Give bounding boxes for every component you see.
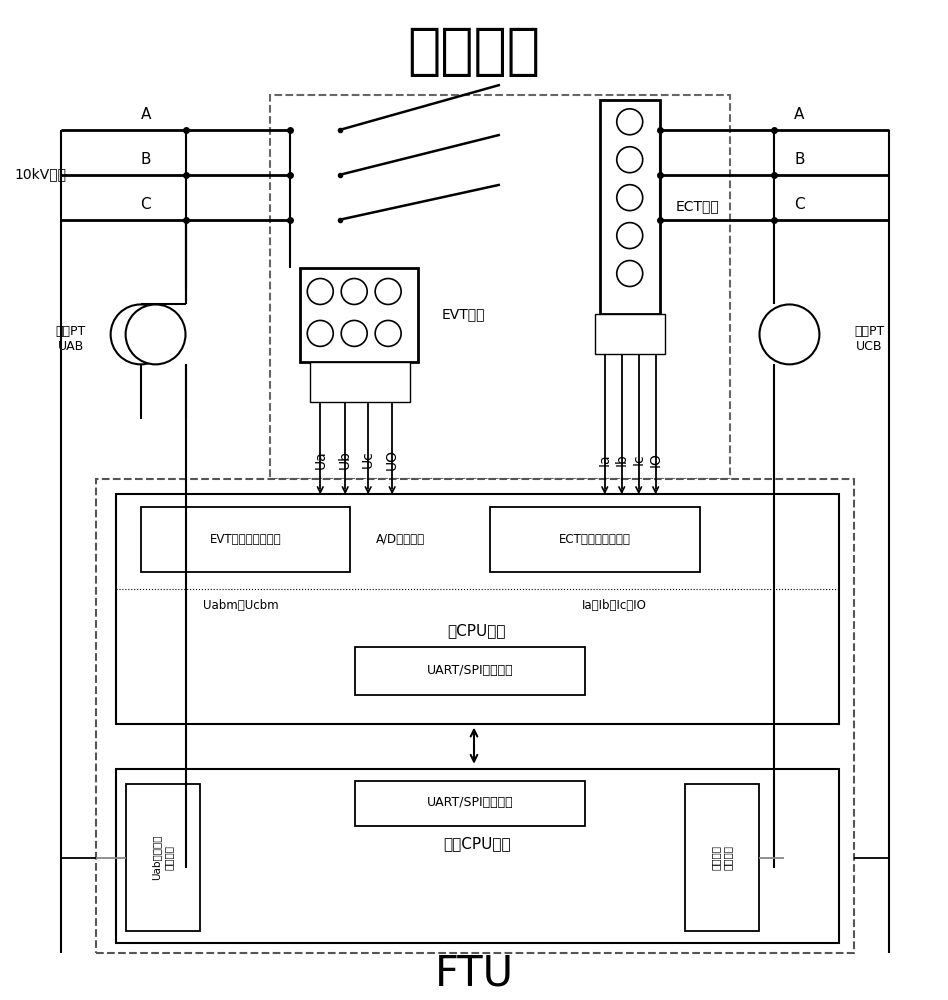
Circle shape xyxy=(375,279,401,304)
Text: 柱上开关: 柱上开关 xyxy=(408,25,540,79)
Bar xyxy=(96,479,854,953)
Circle shape xyxy=(759,304,819,364)
Bar xyxy=(594,314,665,354)
Text: UART/SPI通讯接口: UART/SPI通讯接口 xyxy=(427,796,513,809)
Circle shape xyxy=(617,261,643,286)
Text: FTU: FTU xyxy=(434,952,514,994)
Text: Uab信号调理
采样回路: Uab信号调理 采样回路 xyxy=(152,835,173,880)
Bar xyxy=(310,362,410,402)
Circle shape xyxy=(617,185,643,211)
Bar xyxy=(684,784,759,931)
Bar xyxy=(140,507,350,572)
Text: Uabm、Ucbm: Uabm、Ucbm xyxy=(203,599,278,612)
Text: 电源PT
UCB: 电源PT UCB xyxy=(854,325,884,353)
Text: Ia: Ia xyxy=(598,453,611,466)
Text: IO: IO xyxy=(648,452,663,467)
Bar xyxy=(301,268,418,362)
Circle shape xyxy=(307,279,334,304)
Text: Ua: Ua xyxy=(313,450,327,469)
Text: A: A xyxy=(794,107,805,122)
Text: EVT信号调整理回路: EVT信号调整理回路 xyxy=(210,533,282,546)
Text: EVT模块: EVT模块 xyxy=(441,307,484,321)
Bar xyxy=(356,647,585,695)
Text: A: A xyxy=(140,107,151,122)
Text: 检测CPU回路: 检测CPU回路 xyxy=(443,836,511,851)
Text: 10kV线路: 10kV线路 xyxy=(15,168,66,182)
Text: 电源PT
UAB: 电源PT UAB xyxy=(56,325,86,353)
Text: ECT模块: ECT模块 xyxy=(676,200,720,214)
Text: 强制合闸
驱动回路: 强制合闸 驱动回路 xyxy=(711,845,733,870)
Bar xyxy=(116,494,839,724)
Text: 主CPU回路: 主CPU回路 xyxy=(447,623,506,638)
Circle shape xyxy=(341,320,367,346)
Circle shape xyxy=(617,223,643,249)
Bar xyxy=(270,95,730,479)
Circle shape xyxy=(375,320,401,346)
Text: ECT信号调整理回路: ECT信号调整理回路 xyxy=(559,533,630,546)
Text: A/D采样回路: A/D采样回路 xyxy=(375,533,425,546)
Circle shape xyxy=(341,279,367,304)
Bar xyxy=(356,781,585,826)
Text: UART/SPI通讯接口: UART/SPI通讯接口 xyxy=(427,664,513,677)
Text: Ub: Ub xyxy=(338,450,353,469)
Text: Ib: Ib xyxy=(614,453,629,466)
Circle shape xyxy=(126,304,186,364)
Text: B: B xyxy=(140,152,151,167)
Text: Ia、Ib、Ic、IO: Ia、Ib、Ic、IO xyxy=(582,599,647,612)
Circle shape xyxy=(307,320,334,346)
Text: C: C xyxy=(794,197,805,212)
Text: B: B xyxy=(794,152,805,167)
Circle shape xyxy=(617,147,643,173)
Circle shape xyxy=(617,109,643,135)
Bar xyxy=(490,507,700,572)
Text: C: C xyxy=(140,197,151,212)
Circle shape xyxy=(111,304,171,364)
Bar xyxy=(126,784,200,931)
Text: Ic: Ic xyxy=(631,453,646,465)
Text: UO: UO xyxy=(385,449,399,470)
Bar xyxy=(600,100,660,314)
Text: Uc: Uc xyxy=(361,450,375,468)
Bar xyxy=(116,769,839,943)
